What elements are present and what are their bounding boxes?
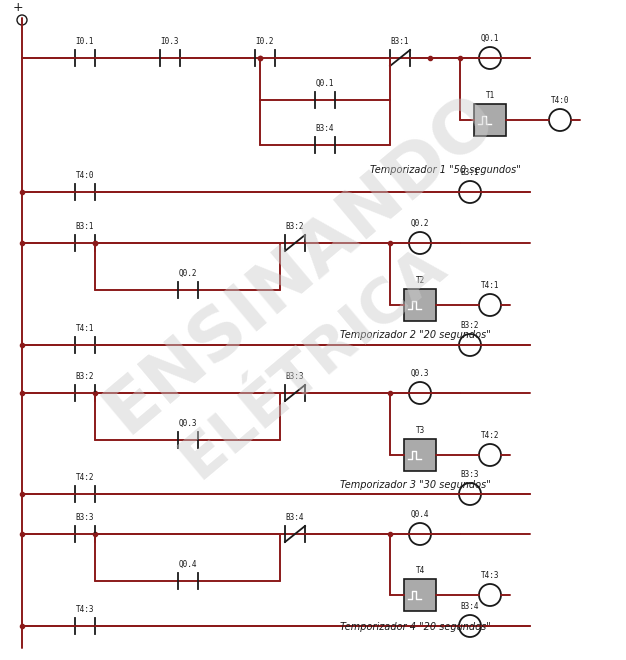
Text: T4:1: T4:1	[481, 281, 500, 290]
Text: Q0.4: Q0.4	[179, 560, 197, 569]
Text: B3:1: B3:1	[461, 168, 480, 177]
Text: B3:2: B3:2	[76, 372, 95, 381]
Text: T4:1: T4:1	[76, 324, 95, 333]
Text: T2: T2	[416, 276, 424, 285]
FancyBboxPatch shape	[474, 104, 506, 136]
FancyBboxPatch shape	[404, 579, 436, 611]
Text: B3:2: B3:2	[461, 321, 480, 330]
Text: B3:4: B3:4	[285, 513, 304, 522]
Text: I0.1: I0.1	[76, 37, 95, 46]
Text: B3:1: B3:1	[391, 37, 409, 46]
Text: B3:3: B3:3	[285, 372, 304, 381]
Text: +: +	[13, 1, 23, 14]
Text: B3:3: B3:3	[76, 513, 95, 522]
Text: Temporizador 4 "20 segundos": Temporizador 4 "20 segundos"	[340, 622, 491, 632]
Text: Q0.4: Q0.4	[411, 510, 429, 519]
Text: T4:2: T4:2	[76, 473, 95, 482]
Text: Temporizador 2 "20 segundos": Temporizador 2 "20 segundos"	[340, 330, 491, 340]
Text: T4:0: T4:0	[551, 96, 569, 105]
Text: Q0.2: Q0.2	[179, 269, 197, 278]
Text: I0.3: I0.3	[161, 37, 179, 46]
Text: T4:2: T4:2	[481, 431, 500, 440]
Text: Q0.3: Q0.3	[179, 419, 197, 428]
Text: B3:2: B3:2	[285, 222, 304, 231]
Text: T4:3: T4:3	[76, 605, 95, 614]
Text: B3:3: B3:3	[461, 470, 480, 479]
Text: Temporizador 3 "30 segundos": Temporizador 3 "30 segundos"	[340, 480, 491, 490]
Text: Q0.1: Q0.1	[481, 34, 500, 43]
Text: T4: T4	[416, 566, 424, 575]
Text: T1: T1	[485, 91, 495, 100]
Text: Q0.1: Q0.1	[316, 79, 334, 88]
Text: B3:4: B3:4	[461, 602, 480, 611]
Text: ENSINANDO: ENSINANDO	[92, 81, 509, 447]
Text: B3:1: B3:1	[76, 222, 95, 231]
Text: ELÉTRICA: ELÉTRICA	[169, 236, 457, 490]
FancyBboxPatch shape	[404, 289, 436, 321]
Text: Q0.3: Q0.3	[411, 369, 429, 378]
Text: B3:4: B3:4	[316, 124, 334, 133]
FancyBboxPatch shape	[404, 439, 436, 471]
Text: T3: T3	[416, 426, 424, 435]
Text: I0.2: I0.2	[256, 37, 274, 46]
Text: T4:3: T4:3	[481, 571, 500, 580]
Text: Q0.2: Q0.2	[411, 219, 429, 228]
Text: T4:0: T4:0	[76, 171, 95, 180]
Text: Temporizador 1 "50 segundos": Temporizador 1 "50 segundos"	[370, 165, 521, 175]
